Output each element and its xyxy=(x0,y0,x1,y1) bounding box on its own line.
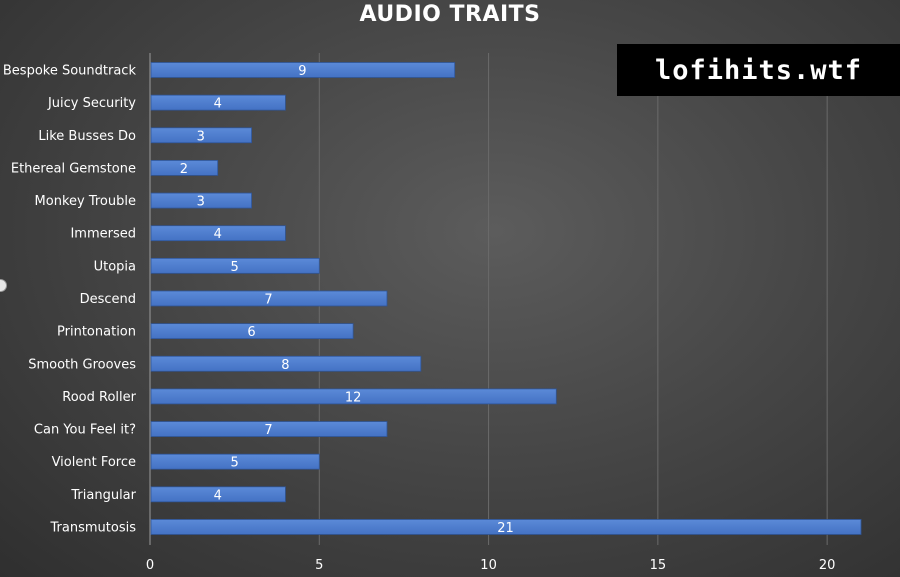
bar xyxy=(150,225,286,242)
bar xyxy=(150,519,862,535)
category-label: Bespoke Soundtrack xyxy=(3,64,137,79)
x-tick-label: 5 xyxy=(315,558,323,573)
data-label: 4 xyxy=(214,227,222,242)
category-label: Monkey Trouble xyxy=(35,194,136,209)
data-label: 7 xyxy=(264,423,272,438)
bar xyxy=(150,257,320,274)
x-tick-label: 15 xyxy=(650,558,667,573)
bar xyxy=(150,421,388,437)
data-label: 9 xyxy=(298,64,306,79)
data-label: 12 xyxy=(345,390,362,405)
bar xyxy=(150,290,388,307)
category-label: Utopia xyxy=(94,259,136,274)
category-label: Ethereal Gemstone xyxy=(11,161,136,176)
bar xyxy=(150,388,557,405)
data-label: 5 xyxy=(231,260,239,275)
chart-title: AUDIO TRAITS xyxy=(359,2,541,27)
bar xyxy=(150,323,354,340)
category-label: Descend xyxy=(80,292,136,307)
bar xyxy=(150,355,422,372)
x-tick-label: 10 xyxy=(480,558,497,573)
category-label: Juicy Security xyxy=(47,96,136,111)
bar xyxy=(150,160,219,176)
category-label: Transmutosis xyxy=(50,520,137,535)
bar xyxy=(150,192,252,209)
x-tick-label: 0 xyxy=(146,558,154,573)
category-label: Like Busses Do xyxy=(38,129,136,144)
data-label: 8 xyxy=(281,358,289,373)
watermark-logo: lofihits.wtf xyxy=(617,44,900,96)
category-label: Triangular xyxy=(70,488,136,503)
category-label: Violent Force xyxy=(52,455,136,470)
data-label: 7 xyxy=(264,292,272,307)
data-label: 3 xyxy=(197,195,205,210)
category-label: Smooth Grooves xyxy=(28,357,136,372)
data-label: 6 xyxy=(247,325,255,340)
bar xyxy=(150,453,320,470)
category-label: Printonation xyxy=(57,325,136,340)
bar xyxy=(150,62,456,78)
x-tick-label: 20 xyxy=(819,558,836,573)
data-label: 21 xyxy=(497,521,514,536)
bar xyxy=(150,486,286,503)
bar xyxy=(150,94,286,111)
category-label: Immersed xyxy=(70,227,136,242)
category-label: Can You Feel it? xyxy=(34,423,136,438)
category-label: Rood Roller xyxy=(62,390,136,405)
data-label: 3 xyxy=(197,129,205,144)
bar xyxy=(150,127,252,144)
data-label: 5 xyxy=(231,456,239,471)
data-label: 4 xyxy=(214,97,222,112)
watermark-text: lofihits.wtf xyxy=(654,54,863,86)
data-label: 2 xyxy=(180,162,188,177)
data-label: 4 xyxy=(214,488,222,503)
